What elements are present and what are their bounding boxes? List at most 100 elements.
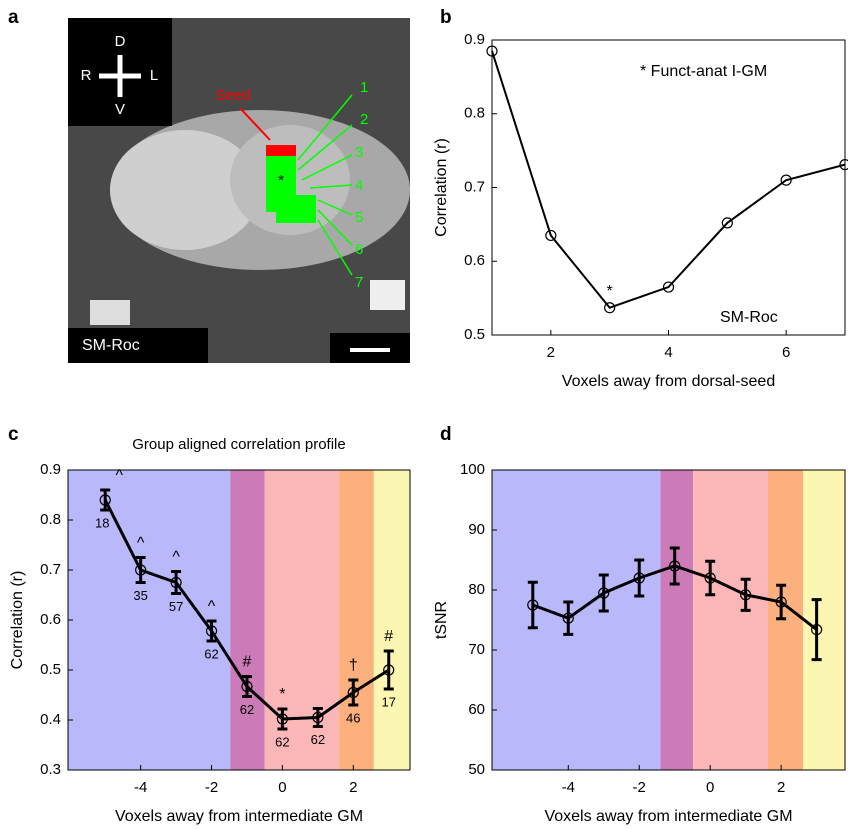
x-axis-label: Voxels away from dorsal-seed xyxy=(562,373,775,390)
error-bar xyxy=(563,600,574,636)
region xyxy=(693,470,769,770)
significance-label: # xyxy=(384,628,393,645)
marker xyxy=(347,686,359,699)
marker xyxy=(775,596,787,608)
marker xyxy=(740,589,752,601)
voxel-label: 7 xyxy=(355,274,363,291)
region xyxy=(230,470,265,770)
voxel-label: 5 xyxy=(355,209,363,226)
region xyxy=(373,470,410,770)
x-tick-label: -4 xyxy=(134,779,147,796)
y-axis-label: Correlation (r) xyxy=(433,138,450,237)
count-label: 62 xyxy=(204,646,218,661)
voxel-marker: * xyxy=(278,172,284,189)
y-axis-label: Correlation (r) xyxy=(9,571,26,670)
y-tick-label: 0.4 xyxy=(40,711,61,728)
error-bar xyxy=(598,573,609,613)
y-tick-label: 0.9 xyxy=(464,31,485,48)
y-tick-label: 100 xyxy=(460,461,485,478)
significance-label: ^ xyxy=(172,549,180,566)
voxel-column xyxy=(276,195,316,223)
marker xyxy=(633,572,645,584)
error-bar xyxy=(811,598,822,662)
y-tick-label: 50 xyxy=(468,761,485,778)
orientation-label: D xyxy=(115,33,126,50)
x-tick-label: 2 xyxy=(349,779,357,796)
marker xyxy=(721,217,733,229)
error-bar xyxy=(100,488,111,512)
annotation: * xyxy=(607,283,613,300)
error-bar xyxy=(241,675,252,698)
y-tick-label: 0.7 xyxy=(464,178,485,195)
region xyxy=(660,470,694,770)
marker xyxy=(545,229,557,242)
seed-arrow xyxy=(239,107,271,141)
marker xyxy=(486,45,498,57)
marker xyxy=(170,576,182,589)
error-bar xyxy=(348,678,359,707)
x-tick-label: 0 xyxy=(278,779,286,796)
region xyxy=(68,470,231,770)
mri-image: D R L V Seed 1 2 3 4 5 6 7 * SM-Roc xyxy=(68,18,410,363)
y-tick-label: 0.5 xyxy=(464,326,485,343)
region xyxy=(264,470,340,770)
region xyxy=(492,470,661,770)
orientation-label: V xyxy=(115,101,125,118)
x-tick-label: 4 xyxy=(664,344,672,361)
panel-label: c xyxy=(8,424,19,445)
region xyxy=(803,470,845,770)
plot-frame xyxy=(491,39,846,336)
count-label: 17 xyxy=(382,694,396,709)
count-label: 57 xyxy=(169,599,183,614)
marker xyxy=(135,564,147,576)
chart-title: Group aligned correlation profile xyxy=(132,436,345,453)
x-tick-label: 2 xyxy=(777,779,785,796)
error-bar xyxy=(206,619,217,643)
y-tick-label: 80 xyxy=(468,581,485,598)
significance-label: # xyxy=(243,654,252,671)
seed-voxel xyxy=(266,145,296,156)
y-tick-label: 70 xyxy=(468,641,485,658)
orientation-label: R xyxy=(81,67,92,84)
marker xyxy=(669,560,681,572)
x-axis-label: Voxels away from intermediate GM xyxy=(115,808,363,825)
marker xyxy=(704,572,716,584)
error-bar xyxy=(740,577,751,612)
seed-label: Seed xyxy=(215,87,250,104)
error-bar xyxy=(527,580,538,630)
marker xyxy=(312,711,324,724)
marker xyxy=(811,623,823,636)
x-tick-label: -4 xyxy=(562,779,575,796)
cord-light xyxy=(110,130,260,250)
error-bar xyxy=(312,707,323,728)
marker xyxy=(383,664,395,676)
count-label: 46 xyxy=(346,710,360,725)
marker xyxy=(604,302,616,314)
significance-label: ^ xyxy=(208,598,216,615)
panel-label: b xyxy=(440,7,452,28)
error-bar xyxy=(776,583,787,621)
marker xyxy=(205,625,218,637)
subject-box xyxy=(68,328,208,363)
y-tick-label: 0.5 xyxy=(40,661,61,678)
y-axis-label: tSNR xyxy=(433,601,450,639)
y-tick-label: 60 xyxy=(468,701,485,718)
significance-label: † xyxy=(349,657,358,674)
orientation-label: L xyxy=(150,67,158,84)
y-tick-label: 90 xyxy=(468,521,485,538)
count-label: 62 xyxy=(311,732,325,747)
annotation: SM-Roc xyxy=(720,309,778,326)
marker xyxy=(99,494,111,506)
error-bar xyxy=(634,558,645,598)
y-tick-label: 0.8 xyxy=(464,105,485,122)
voxel-label: 2 xyxy=(360,111,368,128)
x-tick-label: 2 xyxy=(547,344,555,361)
x-tick-label: -2 xyxy=(205,779,218,796)
y-tick-label: 0.7 xyxy=(40,561,61,578)
subject-label: SM-Roc xyxy=(82,337,140,354)
y-tick-label: 0.8 xyxy=(40,511,61,528)
marker xyxy=(780,174,792,186)
x-tick-label: 6 xyxy=(782,344,790,361)
voxel-label: 6 xyxy=(355,241,363,258)
count-label: 62 xyxy=(275,734,289,749)
